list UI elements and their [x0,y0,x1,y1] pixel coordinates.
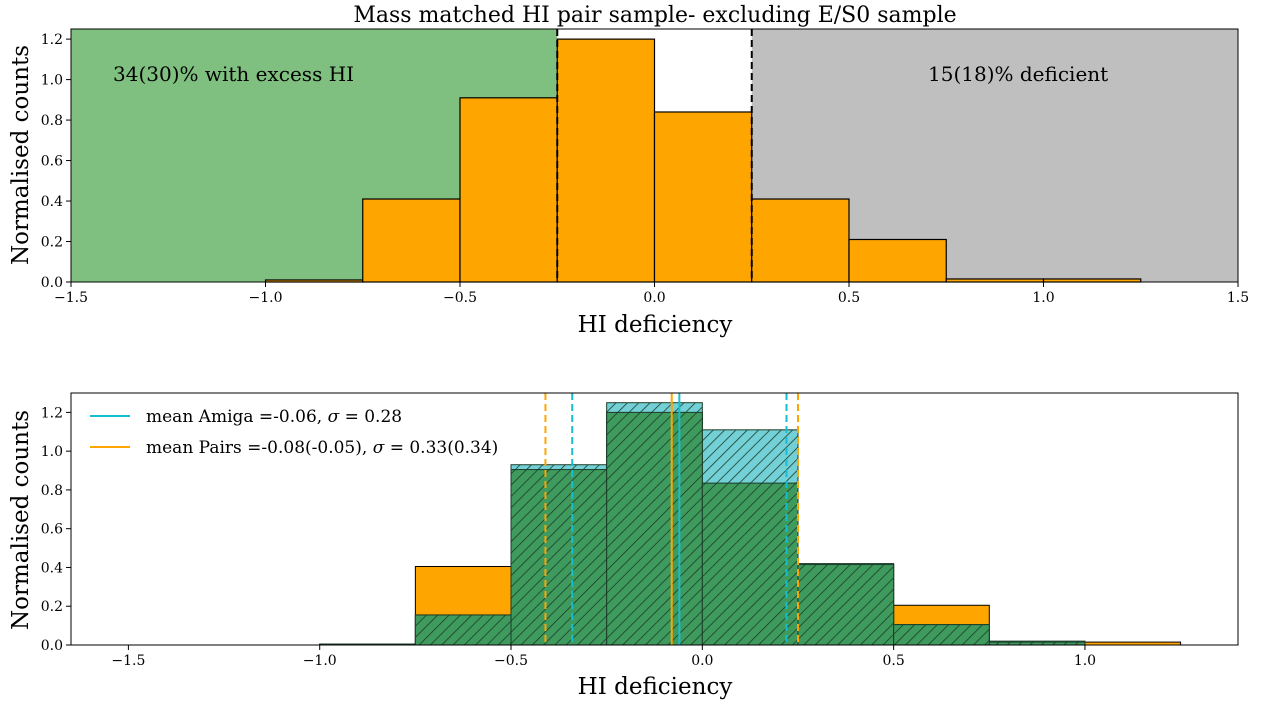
bottom-x-tick-label: −1.0 [303,653,337,669]
bottom-y-tick-label: 0.4 [41,560,63,576]
top-y-tick-label: 0.4 [41,194,63,210]
top-x-ticks: −1.5 −1.0 −0.5 0.0 0.5 1.0 1.5 [54,282,1249,306]
top-y-ticks: 0.0 0.2 0.4 0.6 0.8 1.0 1.2 [41,32,71,291]
overlap-hatch [606,411,703,646]
top-chart-title: Mass matched HI pair sample- excluding E… [353,3,956,28]
bottom-chart: −1.5 −1.0 −0.5 0.0 0.5 1.0 0.0 0.2 0.4 0.6 0.8 1.0… [8,392,1239,700]
top-y-tick-label: 1.0 [41,73,63,89]
bottom-plot-frame [70,392,1239,646]
bottom-x-axis-label: HI deficiency [578,674,733,700]
top-vlines [556,29,753,282]
bottom-x-tick-label: 0.5 [883,653,905,669]
deficient-annotation: 15(18)% deficient [928,62,1108,86]
top-x-tick-label: 1.0 [1032,290,1054,306]
bottom-y-tick-label: 0.0 [41,638,63,654]
overlap-hatch [797,564,895,646]
overlap-hatch [893,624,990,646]
top-x-tick-label: 0.5 [838,290,860,306]
top-y-axis-label: Normalised counts [8,45,34,265]
bottom-x-tick-label: −1.5 [111,653,145,669]
bottom-y-tick-label: 0.8 [41,483,63,499]
legend: mean Amiga =-0.06, σ = 0.28 mean Pairs =… [90,407,498,458]
bottom-y-axis-label: Normalised counts [8,410,34,630]
top-x-axis-label: HI deficiency [578,312,733,338]
bottom-y-ticks: 0.0 0.2 0.4 0.6 0.8 1.0 1.2 [41,405,71,654]
bottom-y-tick-label: 0.6 [41,522,63,538]
bottom-x-tick-label: 1.0 [1074,653,1096,669]
top-y-tick-label: 0.0 [41,275,63,291]
top-y-tick-label: 0.2 [41,235,63,251]
bottom-x-tick-label: −0.5 [494,653,528,669]
bottom-vlines [544,393,799,645]
overlap-hatch [414,614,512,646]
top-y-tick-label: 1.2 [41,32,63,48]
top-bars [264,38,1142,283]
top-x-tick-label: 1.5 [1227,290,1249,306]
overlap-hatch [701,482,799,646]
legend-label-pairs: mean Pairs =-0.08(-0.05), σ = 0.33(0.34) [146,438,498,458]
top-x-tick-label: −1.0 [249,290,283,306]
top-chart: −1.5 −1.0 −0.5 0.0 0.5 1.0 1.5 0.0 0.2 0.4 0.6 0.8… [8,3,1249,338]
top-y-tick-label: 0.8 [41,113,63,129]
bottom-y-tick-label: 0.2 [41,599,63,615]
bottom-y-tick-label: 1.2 [41,405,63,421]
overlap-hatch [510,469,608,646]
bottom-x-ticks: −1.5 −1.0 −0.5 0.0 0.5 1.0 [111,645,1096,669]
legend-label-amiga: mean Amiga =-0.06, σ = 0.28 [146,407,402,427]
bottom-x-tick-label: 0.0 [691,653,713,669]
top-histogram-bar [362,198,461,283]
top-x-tick-label: −0.5 [443,290,477,306]
top-x-tick-label: 0.0 [643,290,665,306]
top-histogram-bar [848,238,947,283]
excess-hi-annotation: 34(30)% with excess HI [113,62,354,86]
bottom-bars [319,402,1182,646]
top-histogram-bar [653,111,753,283]
top-histogram-bar [556,38,656,283]
bottom-y-tick-label: 1.0 [41,444,63,460]
top-y-tick-label: 0.6 [41,154,63,170]
top-histogram-bar [751,198,850,283]
top-x-tick-label: −1.5 [54,290,88,306]
top-histogram-bar [459,97,558,283]
